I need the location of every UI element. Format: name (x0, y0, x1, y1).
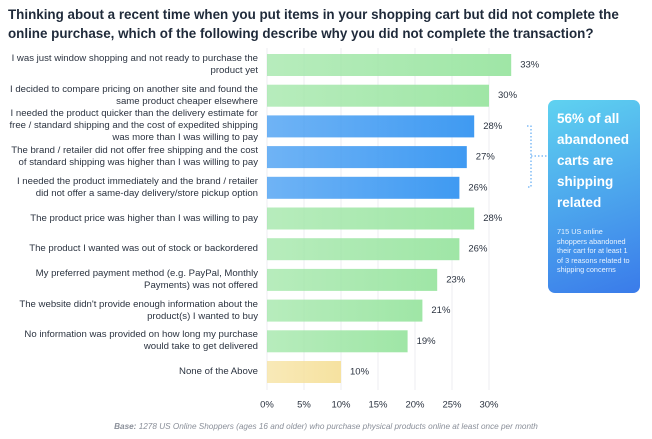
value-label: 30% (498, 90, 518, 101)
x-tick-label: 25% (442, 400, 462, 411)
bar (267, 115, 475, 138)
category-label: The product I wanted was out of stock or… (29, 243, 258, 255)
category-label: No information was provided on how long … (24, 329, 258, 353)
note: 1278 US Online Shoppers (ages 16 and old… (138, 422, 538, 431)
value-label: 28% (483, 213, 503, 224)
x-tick-label: 0% (260, 400, 274, 411)
value-label: 19% (417, 336, 437, 347)
note-label: Base: (114, 422, 137, 431)
value-label: 26% (468, 244, 488, 255)
x-tick-label: 30% (479, 400, 499, 411)
callout-text: 715 US online shoppers abandoned their c… (557, 227, 630, 274)
x-tick-label: 20% (405, 400, 425, 411)
category-label: I needed the product quicker than the de… (9, 108, 258, 144)
category-label: My preferred payment method (e.g. PayPal… (35, 267, 258, 291)
bar (267, 176, 460, 199)
value-label: 10% (350, 367, 370, 378)
category-label: I decided to compare pricing on another … (9, 83, 258, 107)
value-label: 28% (483, 121, 503, 132)
callout: 56% of all abandoned carts are shipping … (548, 100, 640, 293)
category-label: The product price was higher than I was … (30, 212, 258, 224)
x-tick-label: 15% (368, 400, 388, 411)
bar (267, 207, 475, 230)
category-label: The website didn't provide enough inform… (19, 298, 258, 322)
x-tick-label: 10% (331, 400, 351, 411)
category-label: I needed the product immediately and the… (16, 175, 258, 199)
bar (267, 146, 467, 169)
bar (267, 268, 438, 291)
value-label: 33% (520, 60, 540, 71)
category-label: None of the Above (179, 366, 258, 377)
value-label: 23% (446, 274, 466, 285)
bar (267, 54, 512, 76)
footnote: Base: 1278 US Online Shoppers (ages 16 a… (0, 422, 652, 431)
x-tick-label: 5% (297, 400, 311, 411)
category-label: The brand / retailer did not offer free … (11, 145, 258, 169)
bar (267, 238, 460, 261)
bar (267, 84, 489, 107)
chart-title: Thinking about a recent time when you pu… (8, 7, 619, 41)
bracket (527, 125, 548, 188)
category-label: I was just window shopping and not ready… (11, 53, 258, 76)
value-label: 26% (468, 182, 488, 193)
value-label: 21% (431, 305, 451, 316)
bar (267, 299, 423, 322)
bar (267, 330, 408, 353)
bar (267, 361, 341, 383)
callout-headline: 56% of all abandoned carts are shipping … (557, 111, 630, 210)
value-label: 27% (476, 152, 496, 163)
